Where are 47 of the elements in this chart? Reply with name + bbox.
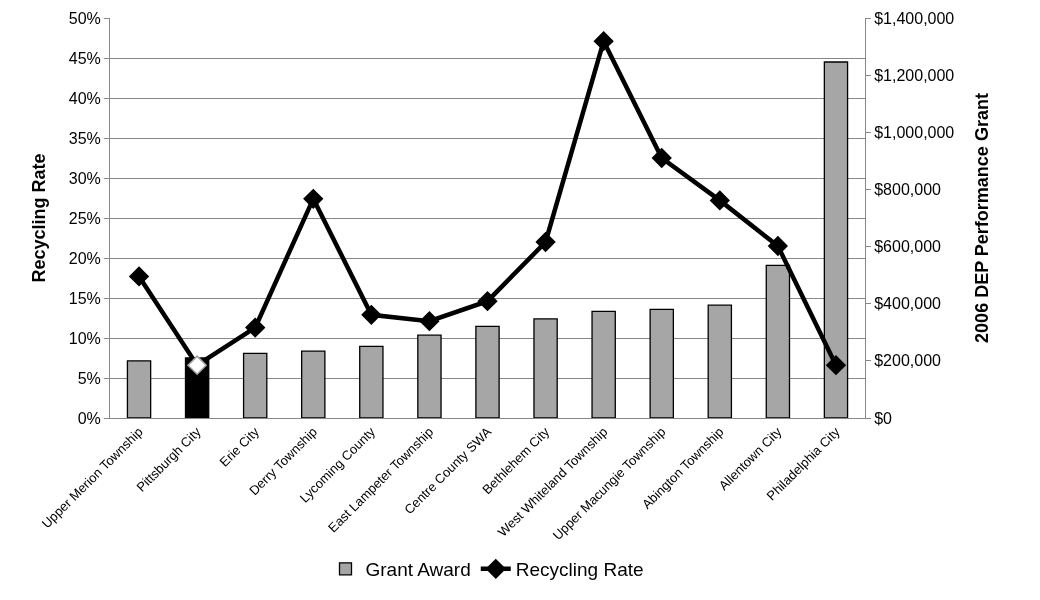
y-tick-label: 25%: [68, 209, 101, 227]
y2-tick-label: $600,000: [874, 238, 942, 256]
point: [419, 311, 440, 332]
point: [709, 190, 730, 211]
point: [651, 148, 672, 168]
point: [826, 355, 846, 376]
point: [593, 31, 614, 52]
point: [477, 291, 498, 312]
y-tick-label: 45%: [68, 49, 101, 67]
y-tick-label: 0%: [77, 409, 101, 427]
bar: [417, 334, 442, 418]
y-tick-label: 30%: [68, 169, 101, 187]
point: [303, 188, 324, 209]
bar: [242, 352, 268, 418]
bar: [301, 350, 326, 418]
bar: [126, 360, 152, 418]
point: [129, 266, 149, 287]
bar: [533, 318, 558, 418]
y-tick-label: 20%: [68, 249, 101, 267]
y-tick-label: 10%: [68, 329, 101, 347]
legend-label: Grant Award: [365, 559, 471, 581]
y2-tick-label: $800,000: [874, 181, 942, 199]
y-axis-title: Recycling Rate: [28, 153, 49, 283]
y2-axis-title: 2006 DEP Performance Grant: [972, 93, 993, 343]
bar: [591, 310, 616, 418]
y-tick-label: 15%: [68, 289, 101, 307]
bar: [475, 325, 500, 418]
y2-tick-label: $1,200,000: [874, 66, 955, 84]
point: [768, 236, 788, 256]
x-tick-label: Erie City: [216, 423, 263, 470]
y2-tick-label: $200,000: [874, 352, 942, 370]
bar: [359, 345, 384, 418]
bar: [649, 308, 674, 418]
y-tick-label: 40%: [68, 89, 101, 107]
point: [187, 355, 207, 376]
y-tick-label: 35%: [68, 129, 101, 147]
y2-tick-label: $400,000: [874, 295, 942, 313]
point: [245, 317, 266, 338]
point: [361, 304, 382, 325]
y-tick-label: 5%: [77, 369, 101, 387]
legend-label: Recycling Rate: [515, 559, 644, 581]
point: [535, 232, 556, 252]
y2-tick-label: $0: [874, 409, 893, 427]
y2-tick-label: $1,000,000: [874, 123, 955, 141]
bar: [707, 304, 733, 418]
y2-tick-label: $1,400,000: [874, 9, 955, 27]
y-tick-label: 50%: [68, 9, 101, 27]
